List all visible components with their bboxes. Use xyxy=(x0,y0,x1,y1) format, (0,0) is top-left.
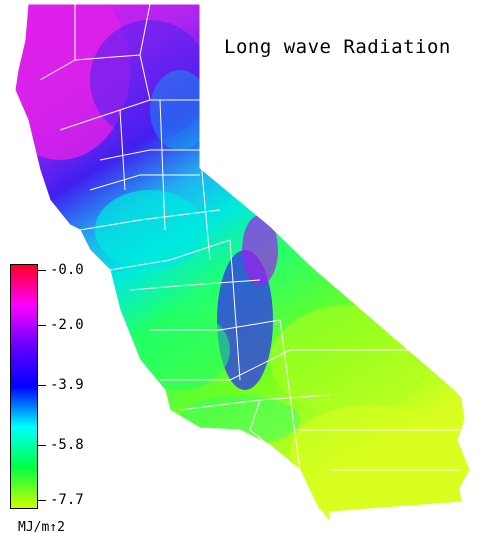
legend-tick xyxy=(38,445,46,446)
legend-tick-label: -0.0 xyxy=(50,262,84,278)
legend-tick-label: -7.7 xyxy=(50,492,84,508)
legend-tick xyxy=(38,500,46,501)
legend-tick-label: -2.0 xyxy=(50,317,84,333)
county-boundaries xyxy=(39,3,460,471)
color-scale-bar xyxy=(10,264,38,509)
legend-tick-label: -5.8 xyxy=(50,437,84,453)
legend-tick-label: -3.9 xyxy=(50,377,84,393)
legend-tick xyxy=(38,385,46,386)
legend-unit: MJ/m↑2 xyxy=(18,520,65,535)
legend-tick xyxy=(38,325,46,326)
map-title: Long wave Radiation xyxy=(224,36,451,58)
legend-tick xyxy=(38,270,46,271)
